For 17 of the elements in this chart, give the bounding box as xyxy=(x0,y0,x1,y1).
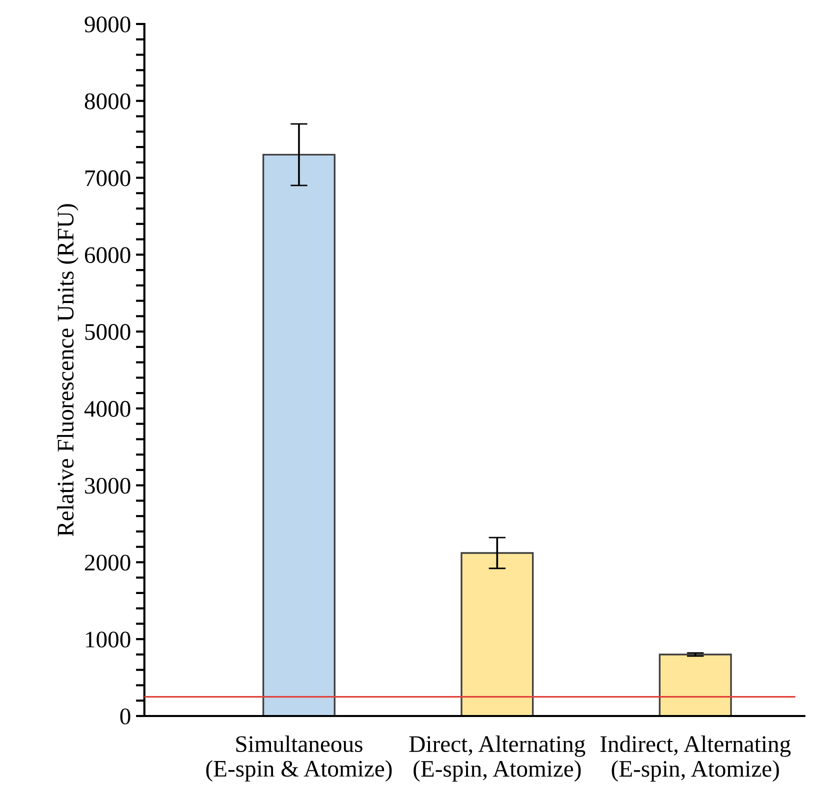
y-tick-label: 6000 xyxy=(84,247,130,264)
y-tick-label: 9000 xyxy=(84,16,130,32)
bar xyxy=(460,552,534,716)
x-tick-label: Indirect, Alternating (E-spin, Atomize) xyxy=(600,735,791,782)
x-tick-label: Direct, Alternating (E-spin, Atomize) xyxy=(409,735,586,782)
y-tick-label: 1000 xyxy=(86,632,130,648)
y-tick-label: 4000 xyxy=(84,400,130,417)
y-tick-label: 2000 xyxy=(84,554,130,571)
y-tick-label: 5000 xyxy=(85,324,130,340)
y-tick-label: 3000 xyxy=(85,478,130,494)
y-tick-label: 0 xyxy=(120,708,130,724)
y-axis-title: Relative Fluorescence Units (RFU) xyxy=(56,204,78,536)
y-tick-label: 8000 xyxy=(84,93,130,110)
y-tick-label: 7000 xyxy=(86,170,130,186)
bar xyxy=(658,654,732,716)
bar xyxy=(262,154,336,716)
x-tick-label: Simultaneous (E-spin & Atomize) xyxy=(206,735,392,782)
